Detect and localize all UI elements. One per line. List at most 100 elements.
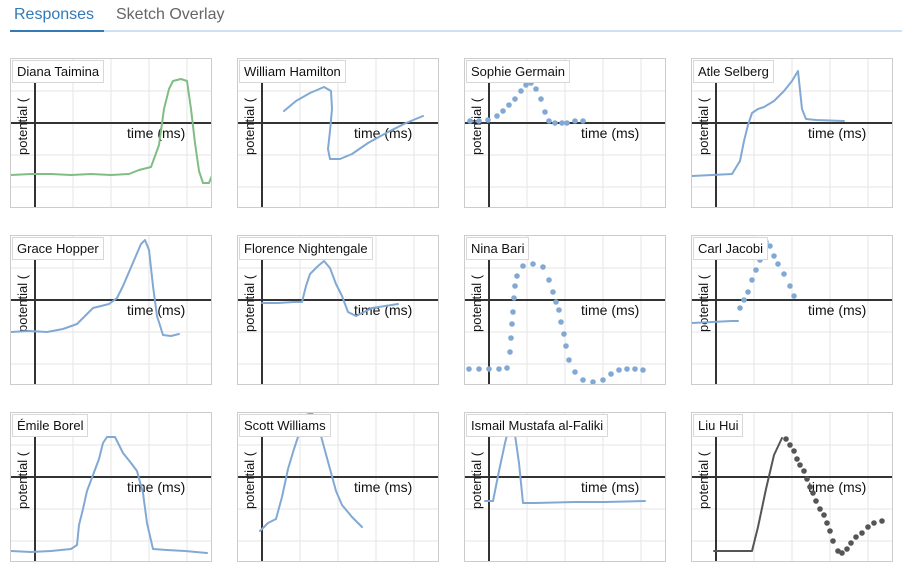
plot-grid xyxy=(238,413,438,561)
sketch-point xyxy=(821,512,827,518)
sketch-point xyxy=(787,283,793,289)
sketch-point xyxy=(550,289,556,295)
response-panel[interactable]: potential (time (ms) Carl Jacobi xyxy=(691,235,893,385)
sketch-point xyxy=(504,365,510,371)
sketch-point xyxy=(553,299,559,305)
sketch-point xyxy=(542,109,548,115)
sketch-point xyxy=(781,271,787,277)
sketch-point xyxy=(506,102,512,108)
response-panel[interactable]: potential (time (ms) Ismail Mustafa al-Fa… xyxy=(464,412,666,562)
response-panel[interactable]: potential ( time (ms) Émile Borel xyxy=(10,412,212,562)
sketch-point xyxy=(514,273,520,279)
sketch-point xyxy=(771,253,777,259)
x-axis-label: time (ms) xyxy=(581,302,639,318)
sketch-point xyxy=(848,540,854,546)
x-axis-label: time (ms) xyxy=(808,479,866,495)
response-panel[interactable]: potential (time (ms) Atle Selberg xyxy=(691,58,893,208)
sketch-point xyxy=(530,261,536,267)
x-axis-label: time (ms) xyxy=(581,479,639,495)
sketch-point xyxy=(476,118,482,124)
sketch-line xyxy=(11,239,180,337)
sketch-point xyxy=(624,366,630,372)
plot-grid xyxy=(465,236,665,384)
sketch-point xyxy=(839,550,845,556)
sketch-point xyxy=(801,468,807,474)
sketch-point xyxy=(844,546,850,552)
sketch-point xyxy=(520,263,526,269)
sketch-point xyxy=(865,524,871,530)
sketch-point xyxy=(561,331,567,337)
sketch-point xyxy=(558,319,564,325)
response-plot: potential ( time (ms) xyxy=(11,413,211,561)
sketch-point xyxy=(797,462,803,468)
y-axis-label: potential ( xyxy=(15,274,30,332)
sketch-point xyxy=(794,456,800,462)
y-axis-label: potential ( xyxy=(469,274,484,332)
sketch-point xyxy=(559,120,565,126)
respondent-name: William Hamilton xyxy=(239,60,346,83)
sketch-point xyxy=(830,538,836,544)
respondent-name: Grace Hopper xyxy=(12,237,104,260)
sketch-point xyxy=(572,369,578,375)
respondent-name: Ismail Mustafa al-Faliki xyxy=(466,414,609,437)
y-axis-label: potential ( xyxy=(696,97,711,155)
sketch-point xyxy=(632,366,638,372)
sketch-point xyxy=(533,86,539,92)
plot-grid xyxy=(465,413,665,561)
sketch-line xyxy=(484,426,646,504)
response-plot: potential (time (ms) xyxy=(692,59,892,207)
response-panel[interactable]: potential (time (ms) Florence Nightengale xyxy=(237,235,439,385)
y-axis-label: potential ( xyxy=(696,274,711,332)
sketch-point xyxy=(749,277,755,283)
sketch-point xyxy=(791,448,797,454)
tab-responses[interactable]: Responses xyxy=(14,6,95,23)
response-plot: potential (time (ms) xyxy=(238,59,438,207)
response-panel[interactable]: potential (time (ms) Sophie Germain xyxy=(464,58,666,208)
sketch-point xyxy=(540,264,546,270)
sketch-point xyxy=(556,307,562,313)
sketch-point xyxy=(580,118,586,124)
sketch-point xyxy=(572,118,578,124)
response-panel[interactable]: potential (time (ms) Grace Hopper xyxy=(10,235,212,385)
sketch-point xyxy=(507,349,513,355)
response-panel[interactable]: potential (time (ms) Scott Williams xyxy=(237,412,439,562)
response-plot: potential (time (ms) xyxy=(11,59,211,207)
sketch-point xyxy=(563,343,569,349)
plot-grid xyxy=(238,236,438,384)
plot-grid xyxy=(11,59,211,207)
sketch-point xyxy=(496,366,502,372)
sketch-point xyxy=(511,295,517,301)
response-plot: potential (time (ms) xyxy=(465,413,665,561)
sketch-point xyxy=(564,120,570,126)
sketch-point xyxy=(745,289,751,295)
plot-grid xyxy=(692,59,892,207)
plot-grid xyxy=(238,59,438,207)
response-plot: potential ( time (ms) xyxy=(465,236,665,384)
sketch-point xyxy=(590,379,596,384)
response-panel[interactable]: potential (time (ms) William Hamilton xyxy=(237,58,439,208)
x-axis-label: time (ms) xyxy=(127,479,185,495)
respondent-name: Nina Bari xyxy=(466,237,530,260)
sketch-point xyxy=(512,283,518,289)
sketch-point xyxy=(879,518,885,524)
y-axis-label: potential ( xyxy=(15,451,30,509)
sketch-point xyxy=(824,520,830,526)
sketch-point xyxy=(600,377,606,383)
sketch-point xyxy=(640,367,646,373)
respondent-name: Émile Borel xyxy=(12,414,89,437)
x-axis-label: time (ms) xyxy=(127,125,185,141)
respondent-name: Atle Selberg xyxy=(693,60,774,83)
response-panel[interactable]: potential (time (ms) Diana Taimina xyxy=(10,58,212,208)
response-plot: potential (time (ms) xyxy=(465,59,665,207)
y-axis-label: potential ( xyxy=(696,451,711,509)
y-axis-label: potential ( xyxy=(242,274,257,332)
sketch-point xyxy=(741,297,747,303)
sketch-point xyxy=(510,309,516,315)
sketch-point xyxy=(775,261,781,267)
respondent-name: Scott Williams xyxy=(239,414,331,437)
response-plot: potential ( time (ms) xyxy=(692,413,892,561)
response-panel[interactable]: potential (time (ms) Liu Hui xyxy=(691,412,893,562)
response-panel[interactable]: potential ( time (ms) Nina Bari xyxy=(464,235,666,385)
tab-sketch-overlay[interactable]: Sketch Overlay xyxy=(116,6,225,23)
response-plot: potential (time (ms) xyxy=(238,236,438,384)
